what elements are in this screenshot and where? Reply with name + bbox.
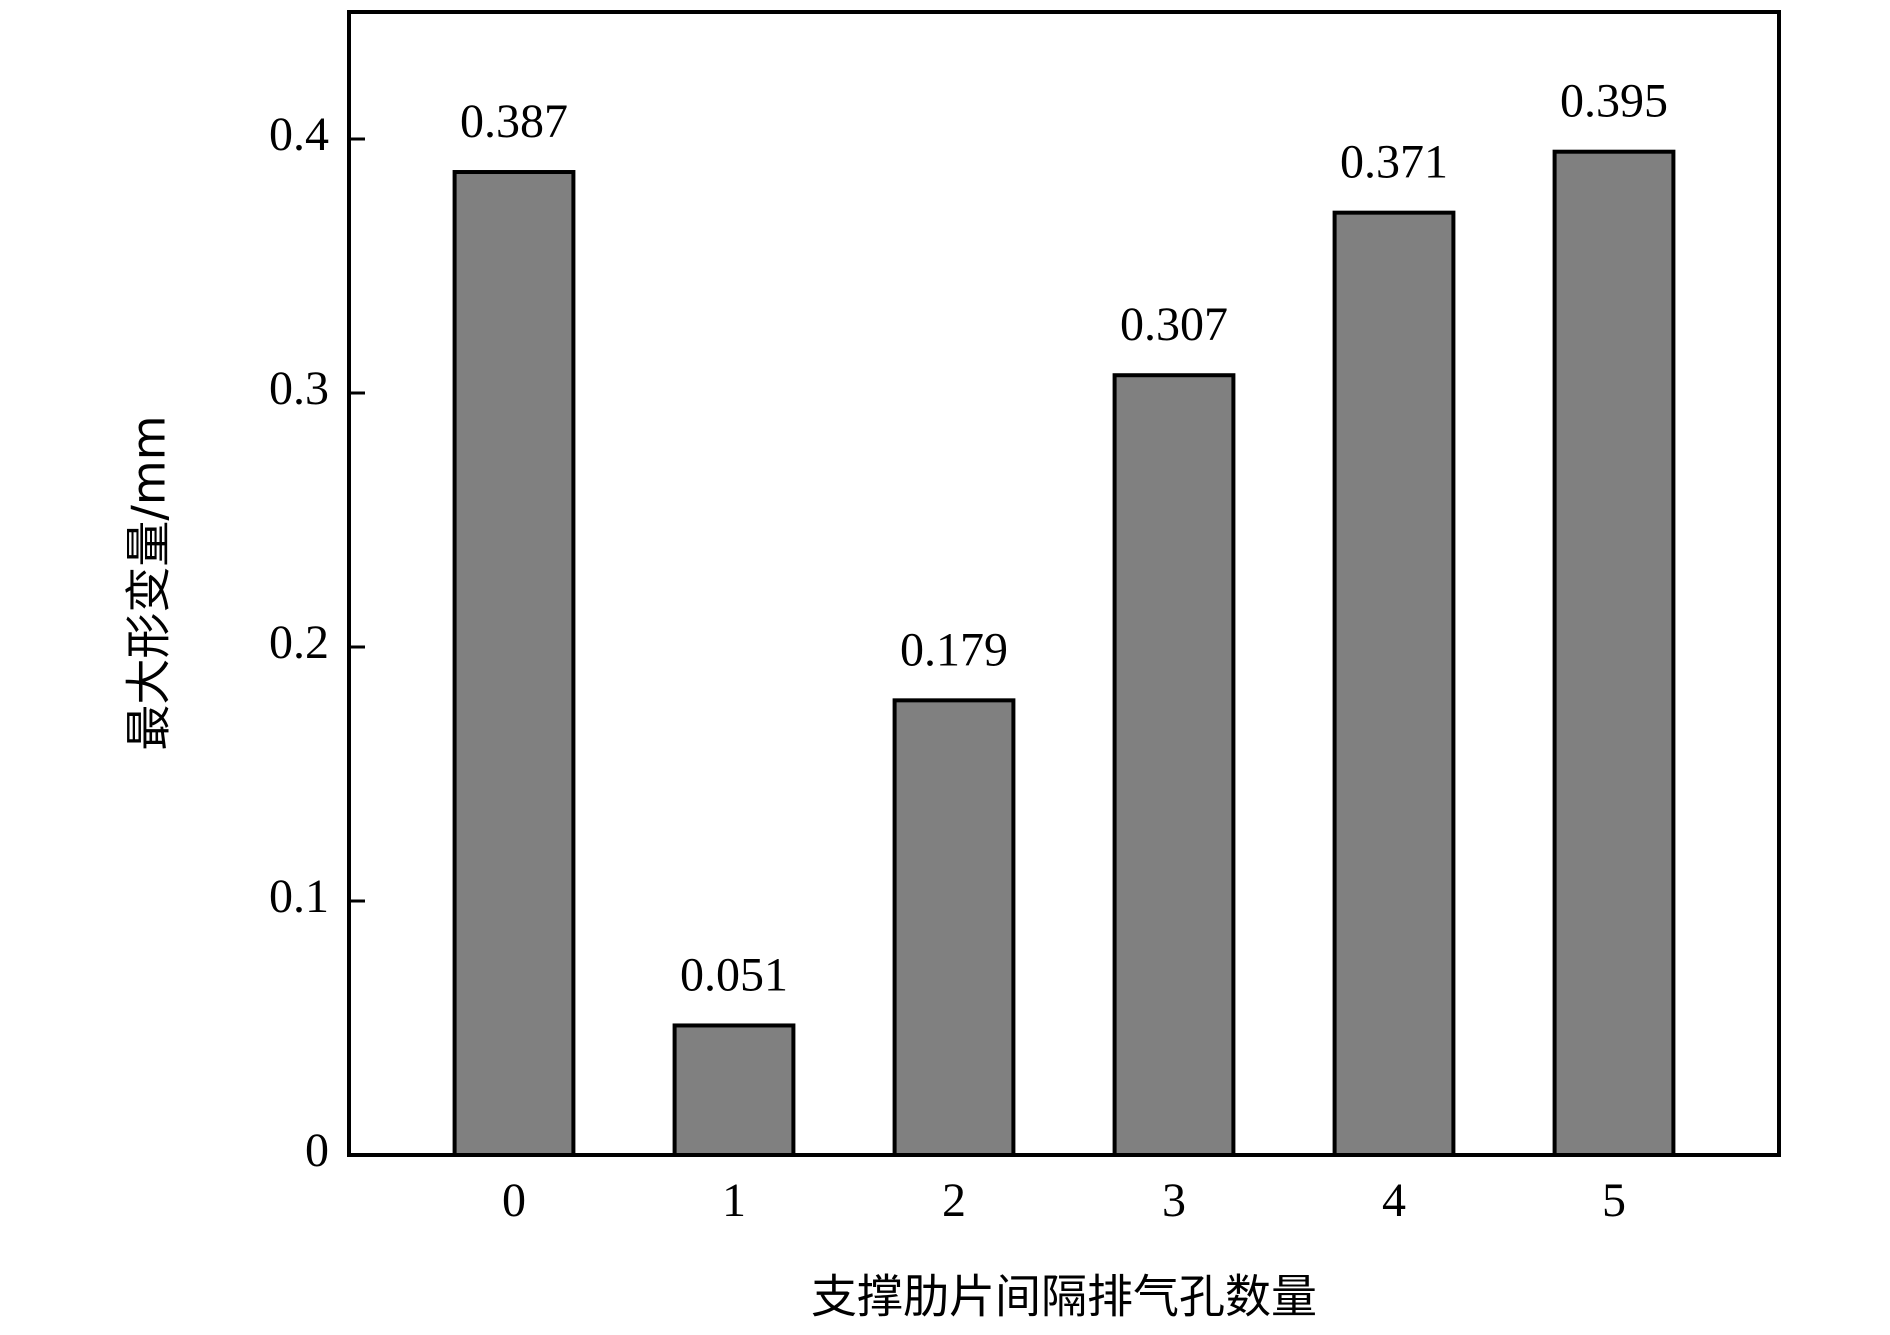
x-tick-label: 5 [1602, 1174, 1626, 1227]
x-tick-label: 2 [942, 1174, 966, 1227]
plot-frame [347, 10, 1781, 1157]
value-label: 0.307 [1120, 298, 1228, 351]
value-label: 0.387 [460, 95, 568, 148]
bar [1112, 373, 1236, 1158]
value-label: 0.179 [900, 623, 1008, 676]
x-tick-label: 4 [1382, 1174, 1406, 1227]
x-tick-label: 0 [502, 1174, 526, 1227]
y-axis-label: 最大形变量/mm [122, 415, 176, 750]
x-tick-label: 1 [722, 1174, 746, 1227]
bar [672, 1023, 796, 1157]
x-tick-label: 3 [1162, 1174, 1186, 1227]
x-axis-label: 支撑肋片间隔排气孔数量 [811, 1270, 1317, 1324]
bar [1332, 210, 1456, 1158]
bar [452, 170, 576, 1157]
y-tick-label: 0 [305, 1124, 329, 1177]
value-label: 0.395 [1560, 75, 1668, 128]
y-tick-label: 0.4 [269, 108, 329, 161]
y-tick-label: 0.1 [269, 870, 329, 923]
value-label: 0.051 [680, 948, 788, 1001]
y-tick-label: 0.2 [269, 616, 329, 669]
bar [1552, 149, 1676, 1157]
y-tick-label: 0.3 [269, 362, 329, 415]
bar [892, 698, 1016, 1158]
value-label: 0.371 [1340, 136, 1448, 189]
